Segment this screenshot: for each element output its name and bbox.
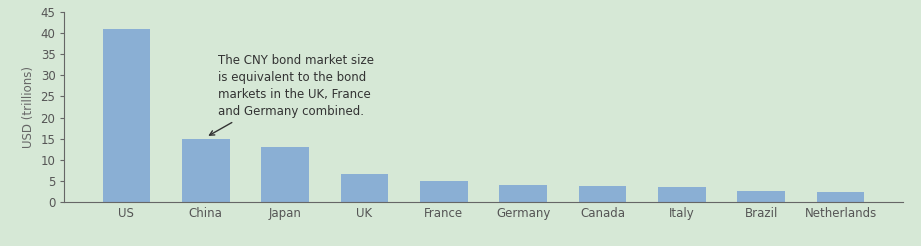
Y-axis label: USD (trillions): USD (trillions): [22, 66, 35, 148]
Bar: [817, 192, 865, 202]
Bar: [578, 186, 626, 202]
Bar: [182, 138, 229, 202]
Bar: [499, 185, 547, 202]
Bar: [262, 147, 309, 202]
Bar: [738, 191, 785, 202]
Bar: [102, 29, 150, 202]
Bar: [420, 181, 468, 202]
Bar: [659, 187, 705, 202]
Text: The CNY bond market size
is equivalent to the bond
markets in the UK, France
and: The CNY bond market size is equivalent t…: [209, 54, 374, 135]
Bar: [341, 174, 389, 202]
